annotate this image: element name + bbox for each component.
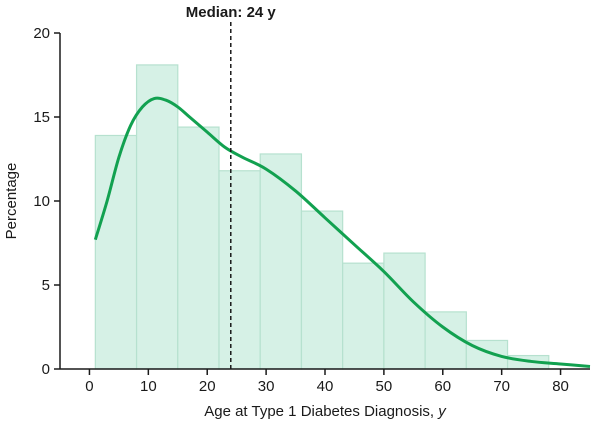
y-tick-label: 20 <box>33 25 50 42</box>
histogram-bar-3 <box>177 126 220 370</box>
histogram-bar-1 <box>94 134 138 370</box>
histogram-bar-8 <box>383 252 426 370</box>
x-axis-label-unit: y <box>437 403 447 420</box>
x-axis-label-text: Age at Type 1 Diabetes Diagnosis, <box>204 403 438 420</box>
histogram-bar-2 <box>135 64 179 370</box>
x-axis-label: Age at Type 1 Diabetes Diagnosis, y <box>204 403 447 420</box>
x-tick-label: 60 <box>434 378 451 395</box>
x-tick-label: 0 <box>85 378 93 395</box>
x-tick-label: 20 <box>199 378 216 395</box>
y-tick-label: 15 <box>33 109 50 126</box>
y-tick-label: 5 <box>42 277 50 294</box>
x-tick-label: 70 <box>493 378 510 395</box>
histogram-bar-5 <box>259 153 303 370</box>
density-curve <box>93 96 591 368</box>
x-tick-label: 50 <box>376 378 393 395</box>
histogram-bar-4 <box>218 170 261 370</box>
y-tick-label: 10 <box>33 193 50 210</box>
median-label: Median: 24 y <box>186 4 277 21</box>
y-axis-label: Percentage <box>3 163 20 240</box>
y-tick-label: 0 <box>42 361 50 378</box>
x-axis-ticks: 0 10 20 30 40 50 60 70 80 <box>85 369 569 395</box>
x-tick-label: 80 <box>552 378 569 395</box>
histogram-bar-7 <box>342 262 385 370</box>
x-tick-label: 30 <box>258 378 275 395</box>
x-tick-label: 40 <box>317 378 334 395</box>
y-axis-ticks: 0 5 10 15 20 <box>33 25 60 378</box>
x-tick-label: 10 <box>140 378 157 395</box>
histogram-bars <box>94 64 550 370</box>
histogram-bar-6 <box>300 210 344 370</box>
